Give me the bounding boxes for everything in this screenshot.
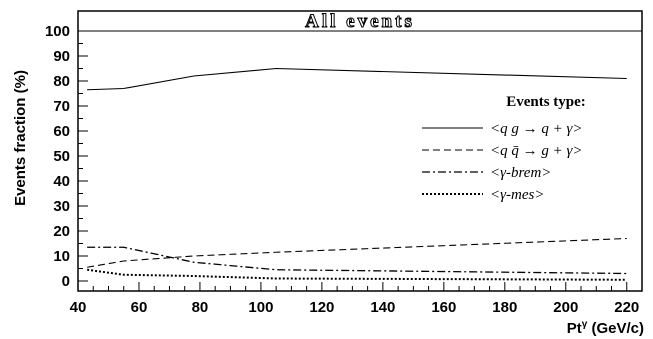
series-line-1 <box>87 67 627 91</box>
x-tick-label: 220 <box>614 299 639 316</box>
x-axis-label-main: Pt <box>567 320 582 337</box>
x-tick-label: 100 <box>248 299 273 316</box>
x-axis-label: Ptγ (GeV/c) <box>567 319 644 337</box>
axis-ticks: 40 60 80 100 120 140 160 180 200 220 0 10 20 30 40 50 60… <box>45 23 639 316</box>
y-tick-label: 0 <box>62 273 70 290</box>
x-tick-label: 40 <box>70 299 87 316</box>
y-tick-label: 20 <box>53 223 70 240</box>
x-tick-label: 60 <box>131 299 148 316</box>
x-axis-label-unit: (GeV/c) <box>587 320 644 337</box>
legend-title: Events type: <box>506 94 586 110</box>
y-tick-label: 80 <box>53 73 70 90</box>
x-tick-label: 160 <box>431 299 456 316</box>
x-tick-label: 140 <box>370 299 395 316</box>
x-tick-label: 200 <box>553 299 578 316</box>
y-tick-label: 10 <box>53 248 70 265</box>
legend-label-2: <q q̄ → g + γ> <box>490 143 583 159</box>
plot-frame <box>77 10 643 292</box>
series-line-4 <box>87 268 627 281</box>
series-line-2 <box>87 237 627 268</box>
x-tick-label: 80 <box>192 299 209 316</box>
x-tick-label: 180 <box>492 299 517 316</box>
y-tick-label: 40 <box>53 173 70 190</box>
y-tick-label: 70 <box>53 98 70 115</box>
y-tick-label: 30 <box>53 198 70 215</box>
legend-label-1: <q g → q + γ> <box>490 121 583 137</box>
legend-label-4: <γ-mes> <box>490 187 544 203</box>
y-tick-label: 90 <box>53 48 70 65</box>
series-lines <box>87 67 627 281</box>
chart-title: All events <box>305 11 415 32</box>
x-tick-label: 120 <box>309 299 334 316</box>
y-tick-label: 50 <box>53 148 70 165</box>
y-axis-label: Events fraction (%) <box>12 70 29 206</box>
legend: Events type: <q g → q + γ> <q q̄ → g + γ>… <box>422 94 586 203</box>
x-axis-label-sup: γ <box>582 319 588 330</box>
legend-label-3: <γ-brem> <box>490 165 551 181</box>
y-tick-label: 100 <box>45 23 70 40</box>
series-line-3 <box>87 246 627 275</box>
y-tick-label: 60 <box>53 123 70 140</box>
